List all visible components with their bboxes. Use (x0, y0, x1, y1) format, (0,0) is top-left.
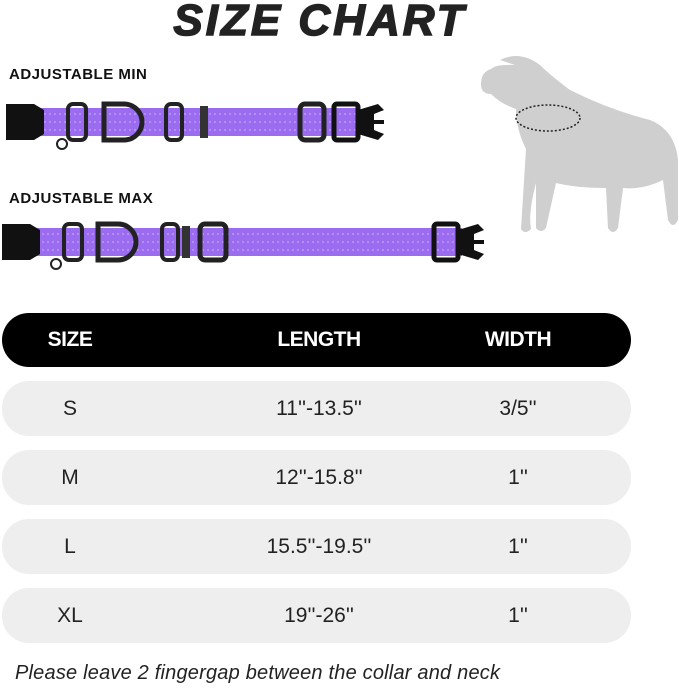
size-cell: XL (57, 603, 83, 627)
header-size: SIZE (47, 328, 93, 351)
dog-silhouette-icon (481, 56, 678, 232)
length-cell: 19''-26'' (284, 603, 354, 627)
buckle-female-icon (2, 224, 40, 260)
length-cell: 15.5''-19.5'' (266, 534, 372, 558)
length-cell: 12''-15.8'' (275, 465, 363, 489)
table-header: SIZE LENGTH WIDTH (2, 313, 631, 367)
collar-min-image (6, 101, 384, 150)
length-cell: 11''-13.5'' (276, 396, 362, 420)
d-ring-icon (95, 221, 139, 263)
width-cell: 1'' (508, 465, 528, 489)
width-cell: 1'' (508, 603, 528, 627)
table-row: L 15.5''-19.5'' 1'' (2, 519, 631, 574)
width-cell: 1'' (508, 534, 528, 558)
collar-max-image (2, 221, 484, 270)
adjustable-max-label: ADJUSTABLE MAX (9, 190, 154, 207)
size-cell: M (61, 465, 79, 489)
d-ring-icon (101, 101, 145, 143)
table-row: S 11''-13.5'' 3/5'' (2, 381, 631, 436)
adjustable-min-label: ADJUSTABLE MIN (9, 66, 148, 83)
header-length: LENGTH (277, 328, 361, 351)
page-title: SIZE CHART (173, 0, 467, 46)
collar-position-indicator (515, 104, 581, 132)
buckle-male-icon (358, 104, 384, 140)
size-cell: L (64, 534, 76, 558)
size-cell: S (62, 396, 78, 420)
header-width: WIDTH (484, 328, 552, 351)
table-row: XL 19''-26'' 1'' (2, 588, 631, 643)
buckle-female-icon (6, 104, 44, 140)
width-cell: 3/5'' (499, 396, 537, 420)
fit-note: Please leave 2 fingergap between the col… (15, 662, 501, 684)
buckle-male-icon (458, 224, 484, 260)
table-row: M 12''-15.8'' 1'' (2, 450, 631, 505)
